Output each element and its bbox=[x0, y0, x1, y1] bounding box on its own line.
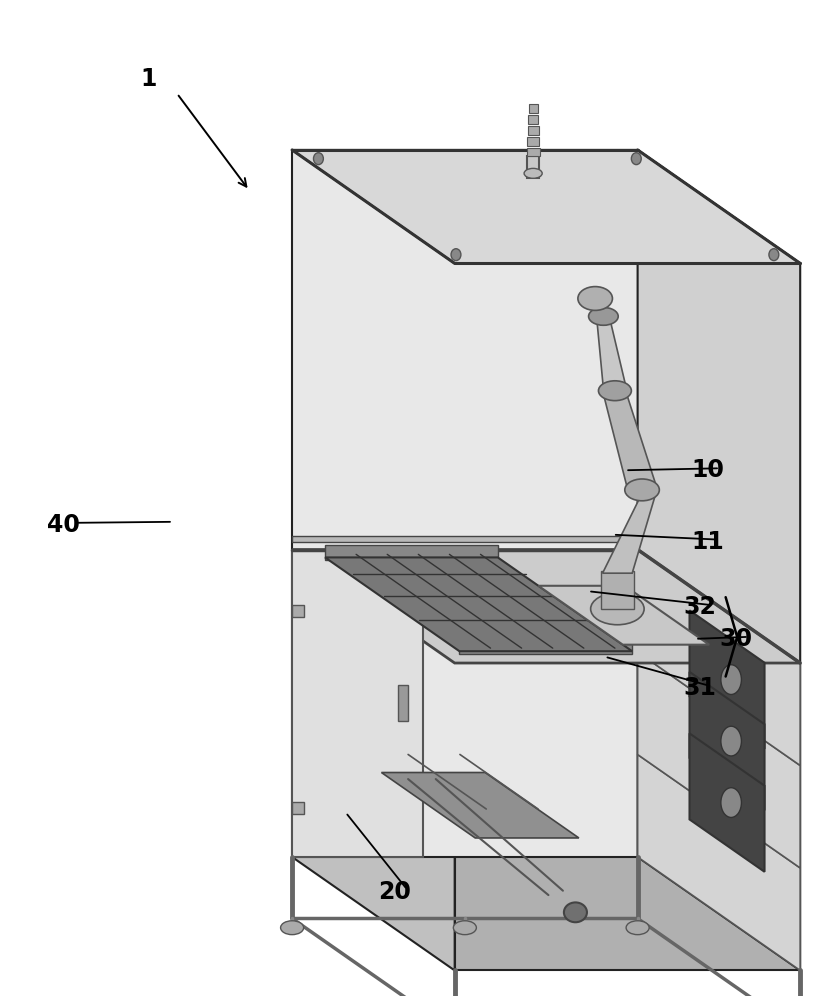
Polygon shape bbox=[538, 586, 709, 645]
Text: 32: 32 bbox=[683, 595, 715, 619]
Bar bbox=[527, 148, 539, 156]
Polygon shape bbox=[460, 639, 632, 654]
Circle shape bbox=[769, 249, 779, 261]
Text: 30: 30 bbox=[720, 627, 753, 651]
Polygon shape bbox=[293, 550, 800, 663]
Ellipse shape bbox=[281, 921, 303, 935]
Ellipse shape bbox=[720, 665, 741, 694]
Polygon shape bbox=[381, 773, 579, 838]
Polygon shape bbox=[602, 391, 656, 488]
Polygon shape bbox=[637, 550, 800, 766]
Bar bbox=[528, 156, 538, 178]
Text: 40: 40 bbox=[47, 513, 80, 537]
Polygon shape bbox=[293, 550, 424, 857]
Ellipse shape bbox=[591, 593, 644, 625]
Ellipse shape bbox=[588, 307, 618, 325]
Ellipse shape bbox=[625, 479, 659, 501]
Bar bbox=[528, 126, 538, 135]
Polygon shape bbox=[690, 610, 765, 749]
Ellipse shape bbox=[626, 921, 649, 935]
Polygon shape bbox=[293, 150, 455, 970]
Polygon shape bbox=[690, 733, 765, 872]
Bar bbox=[529, 115, 538, 124]
Ellipse shape bbox=[720, 788, 741, 817]
Bar bbox=[527, 137, 539, 146]
Polygon shape bbox=[293, 150, 637, 857]
Text: 11: 11 bbox=[691, 530, 724, 554]
Text: 20: 20 bbox=[378, 880, 411, 904]
Polygon shape bbox=[637, 755, 800, 970]
Text: 31: 31 bbox=[683, 676, 715, 700]
Ellipse shape bbox=[720, 726, 741, 756]
Ellipse shape bbox=[578, 287, 612, 310]
Circle shape bbox=[451, 249, 461, 261]
Polygon shape bbox=[293, 150, 800, 263]
Polygon shape bbox=[293, 536, 637, 542]
Polygon shape bbox=[602, 490, 656, 573]
Bar bbox=[601, 571, 634, 609]
Ellipse shape bbox=[524, 168, 542, 178]
Polygon shape bbox=[325, 557, 632, 651]
Ellipse shape bbox=[564, 902, 587, 922]
Circle shape bbox=[313, 153, 323, 165]
Polygon shape bbox=[690, 672, 765, 810]
Polygon shape bbox=[637, 150, 800, 970]
Polygon shape bbox=[325, 545, 498, 560]
Ellipse shape bbox=[454, 921, 476, 935]
Text: 10: 10 bbox=[691, 458, 724, 482]
Polygon shape bbox=[637, 652, 800, 868]
Polygon shape bbox=[597, 319, 627, 389]
Bar bbox=[529, 104, 538, 113]
Circle shape bbox=[632, 153, 642, 165]
Polygon shape bbox=[455, 263, 800, 970]
Text: 1: 1 bbox=[140, 67, 156, 91]
Bar bbox=[293, 802, 304, 814]
Bar bbox=[398, 685, 407, 721]
Bar bbox=[293, 605, 304, 617]
Ellipse shape bbox=[598, 381, 632, 401]
